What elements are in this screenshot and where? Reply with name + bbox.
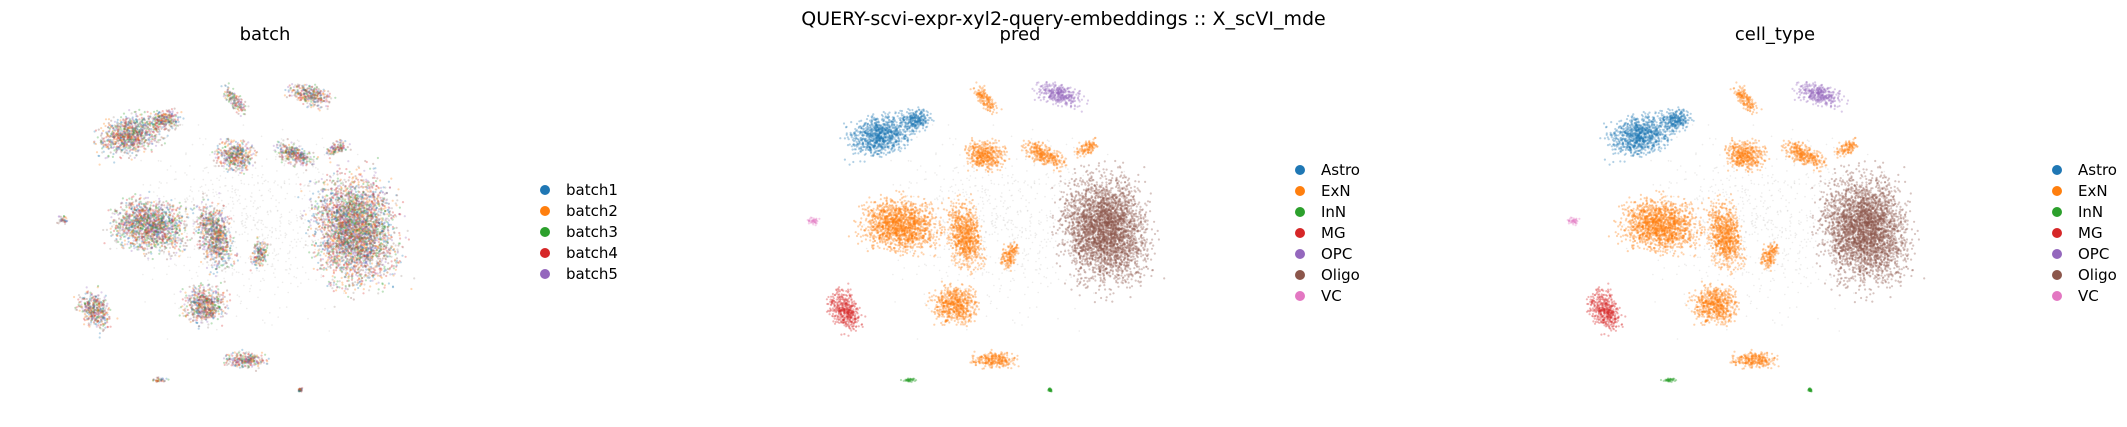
legend-marker [2052,270,2062,280]
legend-label: OPC [1321,245,1352,263]
legend-label: Astro [1321,161,1360,179]
legend-marker [1295,186,1305,196]
legend-marker [1295,249,1305,259]
legend-label: Oligo [2078,266,2117,284]
legend-marker [540,248,550,258]
legend-label: ExN [2078,182,2108,200]
legend-marker [2052,291,2062,301]
legend-label: OPC [2078,245,2109,263]
panel-title: batch [240,24,291,45]
legend-label: MG [2078,224,2103,242]
panel-title: pred [1000,24,1041,45]
legend-marker [540,185,550,195]
legend-marker [540,269,550,279]
legend: Astro ExN InN MG OPC Oligo VC [2052,161,2117,305]
panel-batch: batch batch1 batch2 batch3 batch4 batch5 [56,24,618,393]
legend-label: ExN [1321,182,1351,200]
plot-area [56,82,416,393]
legend-marker [2052,228,2062,238]
legend-label: Astro [2078,161,2117,179]
legend-marker [540,227,550,237]
panel-title: cell_type [1735,24,1815,45]
legend-marker [1295,291,1305,301]
legend-label: batch1 [566,181,618,199]
legend-label: InN [2078,203,2103,221]
legend-label: VC [1321,287,1342,305]
legend-label: MG [1321,224,1346,242]
plot-area [1566,81,1926,393]
panel-cell-type: cell_type Astro ExN InN MG OPC Oligo VC [1566,24,2117,393]
legend-marker [1295,165,1305,175]
legend-label: batch5 [566,265,618,283]
scatter-points [1566,81,1926,393]
legend-label: batch4 [566,244,618,262]
plot-area [806,81,1166,393]
legend-marker [2052,207,2062,217]
legend-marker [2052,186,2062,196]
legend: Astro ExN InN MG OPC Oligo VC [1295,161,1360,305]
figure-suptitle: QUERY-scvi-expr-xyl2-query-embeddings ::… [0,8,2127,30]
legend-marker [2052,249,2062,259]
legend-label: batch3 [566,223,618,241]
legend-marker [1295,207,1305,217]
legend-marker [540,206,550,216]
panel-pred: pred Astro ExN InN MG OPC Oligo VC [806,24,1360,393]
legend-label: batch2 [566,202,618,220]
scatter-points [806,81,1166,393]
legend-marker [1295,270,1305,280]
legend-label: InN [1321,203,1346,221]
legend-label: VC [2078,287,2099,305]
legend-marker [1295,228,1305,238]
legend-label: Oligo [1321,266,1360,284]
legend-marker [2052,165,2062,175]
scatter-points [56,82,416,393]
legend: batch1 batch2 batch3 batch4 batch5 [540,181,618,283]
